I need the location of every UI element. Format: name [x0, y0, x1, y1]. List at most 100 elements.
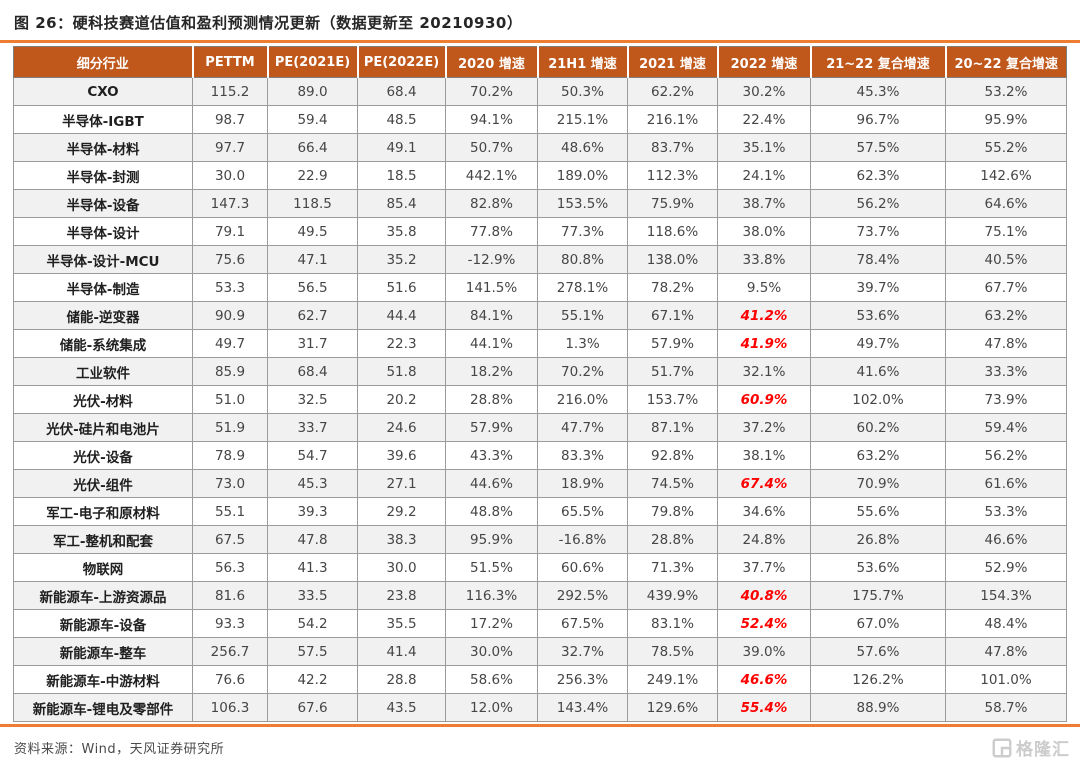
value-cell: 44.4 [357, 301, 446, 330]
gelonghui-logo: 格隆汇 [991, 735, 1070, 760]
value-cell: 83.3% [537, 441, 628, 470]
value-cell: 77.3% [537, 217, 628, 246]
value-cell: 55.6% [810, 497, 946, 526]
value-cell: 27.1 [357, 469, 446, 498]
value-cell: 95.9% [945, 105, 1067, 134]
value-cell: 73.0 [192, 469, 268, 498]
value-cell: 30.0 [357, 553, 446, 582]
value-cell: 35.2 [357, 245, 446, 274]
value-cell: 62.2% [627, 77, 718, 106]
sector-name-cell: 半导体-设计-MCU [13, 245, 193, 274]
value-cell: 53.2% [945, 77, 1067, 106]
table-row: 半导体-封测 30.0 22.9 18.5 442.1% 189.0% 112.3% 24.1… [13, 161, 1067, 190]
value-cell: 63.2% [945, 301, 1067, 330]
page-title: 图 26：硬科技赛道估值和盈利预测情况更新（数据更新至 20210930） [14, 14, 523, 32]
sector-name-cell: 半导体-封测 [13, 161, 193, 190]
value-cell: 65.5% [537, 497, 628, 526]
value-cell: 67.5% [537, 609, 628, 638]
value-cell: 49.7% [810, 329, 946, 358]
value-cell: 33.7 [267, 413, 358, 442]
sector-name-cell: 军工-电子和原材料 [13, 497, 193, 526]
value-cell: 83.7% [627, 133, 718, 162]
value-cell: 75.9% [627, 189, 718, 218]
value-cell: 83.1% [627, 609, 718, 638]
value-cell: 75.6 [192, 245, 268, 274]
value-cell: 34.6% [717, 497, 811, 526]
value-cell: 35.8 [357, 217, 446, 246]
value-cell: 32.5 [267, 385, 358, 414]
sector-name-cell: 军工-整机和配套 [13, 525, 193, 554]
table-row: 半导体-设计 79.1 49.5 35.8 77.8% 77.3% 118.6% 38.0% 7… [13, 217, 1067, 246]
table-header-row: 细分行业 PETTM PE(2021E) PE(2022E) 2020 增速 21H1 增… [13, 46, 1067, 78]
value-cell: 41.6% [810, 357, 946, 386]
value-cell: 95.9% [445, 525, 538, 554]
value-cell: 41.2% [717, 301, 811, 330]
sector-name-cell: 物联网 [13, 553, 193, 582]
value-cell: 24.1% [717, 161, 811, 190]
value-cell: 80.8% [537, 245, 628, 274]
value-cell: 56.3 [192, 553, 268, 582]
value-cell: 189.0% [537, 161, 628, 190]
value-cell: 126.2% [810, 665, 946, 694]
value-cell: 54.2 [267, 609, 358, 638]
value-cell: 37.2% [717, 413, 811, 442]
value-cell: 73.7% [810, 217, 946, 246]
sector-name-cell: 储能-逆变器 [13, 301, 193, 330]
table-row: 储能-系统集成 49.7 31.7 22.3 44.1% 1.3% 57.9% 41.9% 49… [13, 329, 1067, 358]
value-cell: 79.8% [627, 497, 718, 526]
value-cell: 48.5 [357, 105, 446, 134]
value-cell: 43.5 [357, 693, 446, 722]
column-header: PE(2021E) [266, 46, 358, 78]
value-cell: 48.6% [537, 133, 628, 162]
value-cell: 54.7 [267, 441, 358, 470]
value-cell: 71.3% [627, 553, 718, 582]
column-header: 2021 增速 [626, 46, 718, 78]
value-cell: 87.1% [627, 413, 718, 442]
sector-name-cell: 光伏-设备 [13, 441, 193, 470]
value-cell: 216.1% [627, 105, 718, 134]
value-cell: 62.3% [810, 161, 946, 190]
value-cell: 70.2% [445, 77, 538, 106]
data-source-text: 资料来源：Wind，天风证券研究所 [14, 742, 225, 757]
value-cell: 60.6% [537, 553, 628, 582]
column-header: 21H1 增速 [536, 46, 628, 78]
value-cell: 47.1 [267, 245, 358, 274]
value-cell: 44.1% [445, 329, 538, 358]
value-cell: 33.3% [945, 357, 1067, 386]
column-header: PE(2022E) [356, 46, 446, 78]
value-cell: 49.5 [267, 217, 358, 246]
value-cell: 46.6% [717, 665, 811, 694]
value-cell: 97.7 [192, 133, 268, 162]
table-row: 光伏-设备 78.9 54.7 39.6 43.3% 83.3% 92.8% 38.1% 63.… [13, 441, 1067, 470]
valuation-forecast-table: 细分行业 PETTM PE(2021E) PE(2022E) 2020 增速 21H1 增… [13, 46, 1067, 722]
value-cell: 57.9% [445, 413, 538, 442]
sector-name-cell: 光伏-硅片和电池片 [13, 413, 193, 442]
value-cell: 35.5 [357, 609, 446, 638]
value-cell: 22.9 [267, 161, 358, 190]
table-row: 储能-逆变器 90.9 62.7 44.4 84.1% 55.1% 67.1% 41.2% 53… [13, 301, 1067, 330]
table-row: 半导体-制造 53.3 56.5 51.6 141.5% 278.1% 78.2% 9.5% 3… [13, 273, 1067, 302]
value-cell: 143.4% [537, 693, 628, 722]
value-cell: 32.7% [537, 637, 628, 666]
value-cell: 20.2 [357, 385, 446, 414]
value-cell: 32.1% [717, 357, 811, 386]
gelonghui-logo-text: 格隆汇 [1016, 740, 1070, 760]
value-cell: 118.6% [627, 217, 718, 246]
sector-name-cell: 工业软件 [13, 357, 193, 386]
value-cell: 142.6% [945, 161, 1067, 190]
sector-name-cell: 半导体-材料 [13, 133, 193, 162]
value-cell: 55.1 [192, 497, 268, 526]
value-cell: 53.6% [810, 301, 946, 330]
value-cell: 175.7% [810, 581, 946, 610]
value-cell: 55.4% [717, 693, 811, 722]
value-cell: 50.7% [445, 133, 538, 162]
value-cell: 70.9% [810, 469, 946, 498]
value-cell: 51.9 [192, 413, 268, 442]
value-cell: 79.1 [192, 217, 268, 246]
value-cell: 22.3 [357, 329, 446, 358]
table-row: 光伏-材料 51.0 32.5 20.2 28.8% 216.0% 153.7% 60.9% 1… [13, 385, 1067, 414]
value-cell: 38.3 [357, 525, 446, 554]
value-cell: 53.6% [810, 553, 946, 582]
value-cell: 35.1% [717, 133, 811, 162]
value-cell: 106.3 [192, 693, 268, 722]
